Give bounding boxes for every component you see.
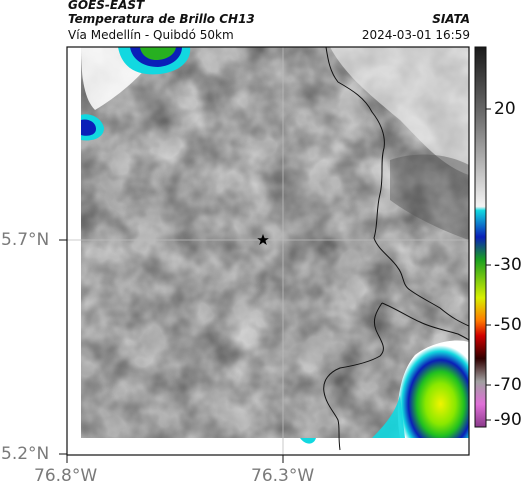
lon-tick-label: 76.3°W — [251, 466, 315, 486]
timestamp-label: 2024-03-01 16:59 — [361, 28, 470, 42]
product-subtitle: Temperatura de Brillo CH13 — [68, 12, 255, 26]
product-title: GOES-EAST — [68, 0, 145, 12]
border-line — [325, 47, 469, 327]
border-line-south — [323, 302, 384, 451]
location-label: Vía Medellín - Quibdó 50km — [68, 28, 234, 42]
lat-tick-label: 5.7°N — [1, 230, 50, 250]
colorbar-tick-label: -90 — [494, 410, 522, 430]
colorbar-tick-label: 20 — [494, 99, 516, 119]
brand-label: SIATA — [432, 12, 470, 26]
colorbar-tick-label: -70 — [494, 375, 522, 395]
lon-tick-label: 76.8°W — [34, 466, 98, 486]
colorbar-tick-label: -30 — [494, 255, 522, 275]
imagery-layer — [67, 47, 469, 455]
colorbar-tick-label: -50 — [494, 315, 522, 335]
station-star-icon — [257, 234, 269, 245]
lat-tick-label: 5.2°N — [1, 444, 50, 464]
colorbar — [474, 46, 487, 428]
